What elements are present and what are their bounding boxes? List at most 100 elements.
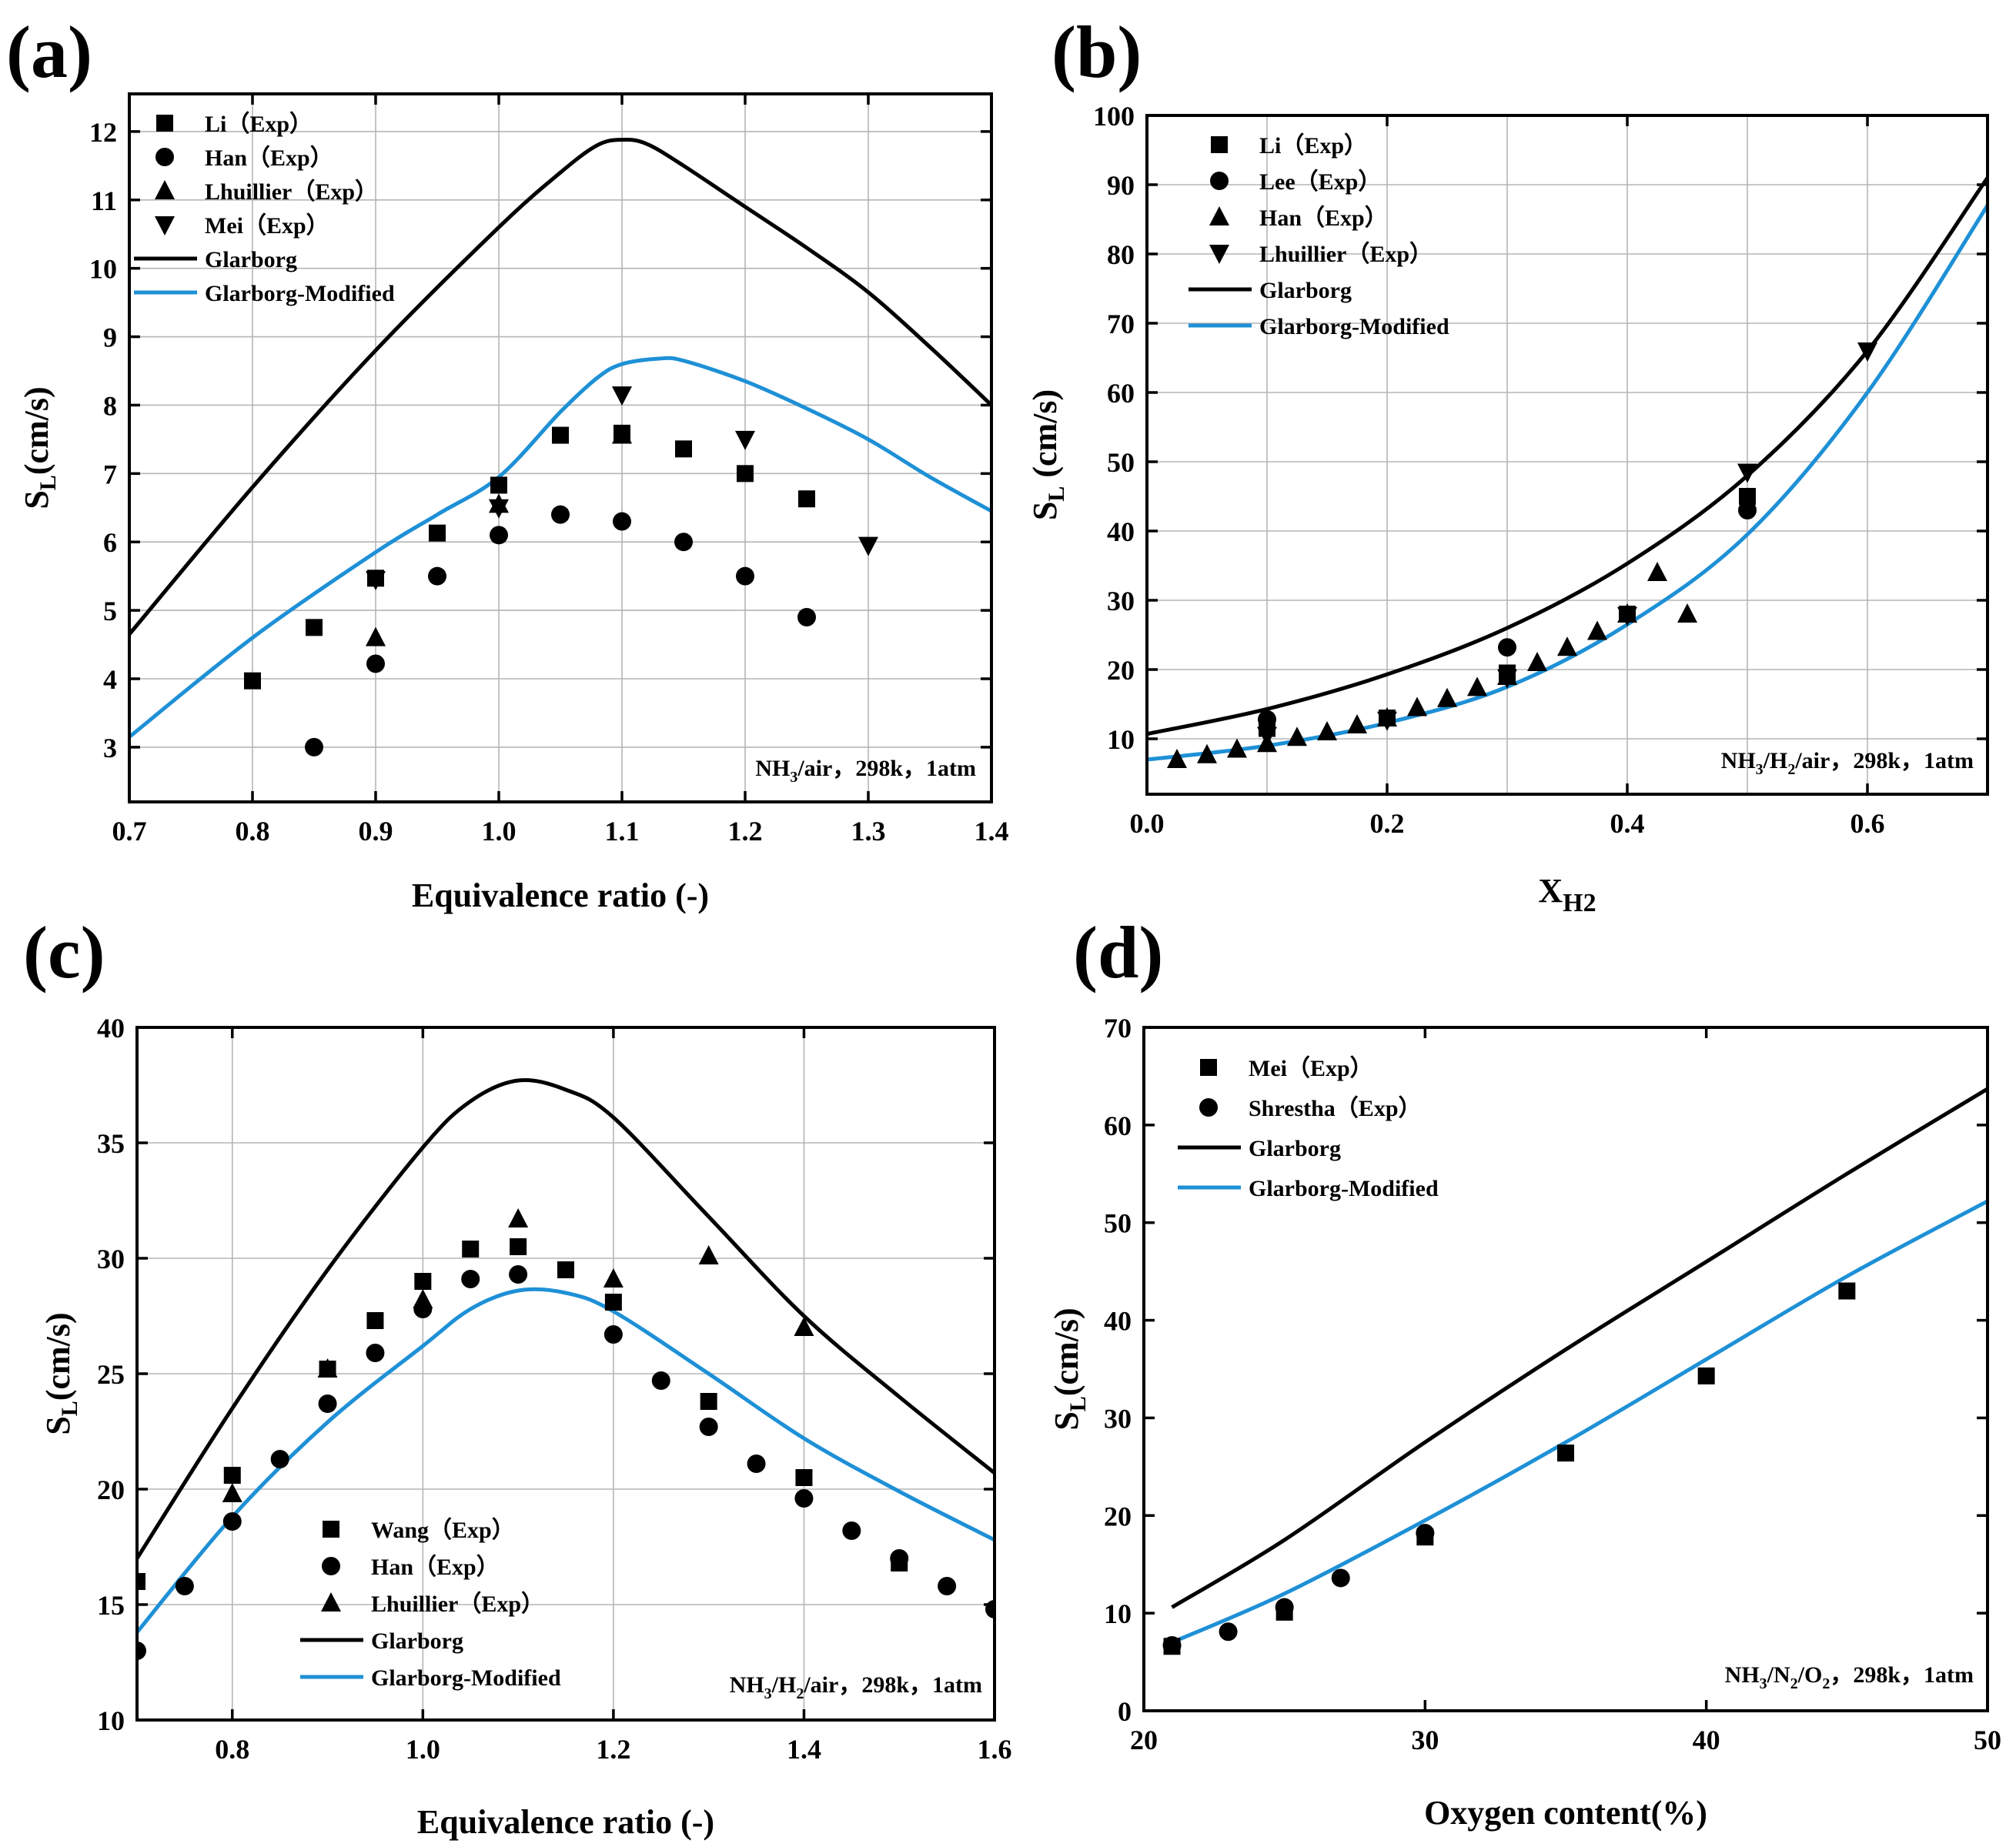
y-tick-label: 30	[97, 1244, 125, 1274]
x-tick-label: 1.4	[975, 816, 1009, 847]
series-line-glarborg-modified	[129, 356, 991, 739]
y-tick-label: 90	[1107, 170, 1135, 201]
y-tick-label: 60	[1104, 1111, 1132, 1141]
data-point	[1617, 606, 1637, 626]
data-point	[244, 672, 261, 690]
panel-label: (d)	[1073, 911, 1163, 994]
x-tick-label: 1.3	[851, 816, 886, 847]
chart-panel-d: (d) 20 30 40 50 0 10 20 30 40 50 60 70 Oxygen content…	[1048, 911, 2001, 1832]
x-axis-title: Oxygen content(%)	[1424, 1794, 1707, 1832]
legend-label: Mei（Exp）	[1249, 1055, 1373, 1081]
y-tick-label: 10	[89, 254, 117, 285]
y-tick-label: 100	[1093, 101, 1135, 132]
data-point	[736, 566, 754, 586]
legend-label: Glarborg	[1259, 278, 1352, 303]
series-markers	[222, 1208, 814, 1502]
chart-panel-b: (b) 0.0 0.2 0.4 0.6 10 20 30 40 50 60 70 80 90 100 XH2 S…	[1026, 11, 1989, 917]
data-point	[797, 608, 816, 626]
legend-label: Han（Exp）	[371, 1554, 500, 1580]
panel-label: (b)	[1051, 11, 1142, 93]
legend-label: Li（Exp）	[205, 111, 313, 137]
data-point	[509, 1265, 528, 1284]
data-point	[1527, 652, 1547, 671]
y-tick-label: 0	[1118, 1696, 1132, 1727]
condition-label: NH3/H2/air，298k，1atm	[730, 1672, 982, 1702]
data-point	[366, 571, 386, 591]
x-tick-label: 1.2	[596, 1734, 630, 1765]
x-axis-title: Equivalence ratio (-)	[412, 877, 709, 914]
data-point	[747, 1455, 766, 1473]
legend: Li（Exp） Han（Exp） Lhuillier（Exp） Mei（Exp） Gla…	[134, 111, 395, 306]
data-point	[1257, 726, 1277, 746]
legend: Li（Exp） Lee（Exp） Han（Exp） Lhuillier（Exp） Gla…	[1189, 132, 1449, 339]
x-tick-label: 40	[1693, 1725, 1720, 1755]
data-point	[675, 440, 692, 458]
series-markers	[1162, 1524, 1435, 1655]
legend-label: Lhuillier（Exp）	[1259, 241, 1433, 267]
series-markers	[1258, 501, 1757, 729]
data-point	[429, 524, 446, 542]
data-point	[798, 490, 815, 508]
data-point	[306, 619, 323, 636]
legend-label: Han（Exp）	[205, 145, 333, 171]
condition-label: NH3/N2/O2，298k，1atm	[1725, 1662, 1974, 1692]
data-point	[318, 1394, 337, 1413]
series-markers	[1257, 342, 1877, 746]
x-tick-label: 0.4	[1610, 808, 1645, 839]
legend-marker	[1199, 1098, 1218, 1117]
x-axis-title: Equivalence ratio (-)	[417, 1803, 714, 1841]
data-layer	[137, 1077, 995, 1660]
data-point	[1857, 342, 1877, 362]
x-tick-label: 1.0	[482, 816, 517, 847]
data-point	[674, 533, 693, 552]
data-point	[858, 536, 878, 556]
chart-panel-c: (c) 0.8 1.0 1.2 1.4 1.6 10 15 20 25 30 35 40 Equivale…	[23, 911, 1012, 1841]
y-tick-label: 30	[1104, 1403, 1132, 1434]
x-tick-label: 0.9	[359, 816, 393, 847]
data-point	[699, 1418, 718, 1436]
series-markers	[137, 1265, 995, 1660]
y-tick-label: 8	[103, 390, 117, 421]
data-point	[1557, 1445, 1574, 1462]
y-axis-title: SL(cm/s)	[1048, 1308, 1091, 1430]
x-tick-label: 0.6	[1851, 808, 1885, 839]
y-tick-label: 10	[1107, 724, 1135, 755]
data-point	[1437, 687, 1457, 707]
y-tick-label: 40	[97, 1013, 125, 1044]
data-point	[698, 1245, 719, 1264]
series-markers	[244, 424, 815, 690]
data-point	[317, 1358, 338, 1378]
data-point	[1377, 711, 1397, 731]
x-tick-label: 1.0	[406, 1734, 440, 1765]
legend-label: Glarborg-Modified	[1259, 314, 1449, 339]
legend-marker	[322, 1557, 340, 1575]
panel-label: (c)	[23, 911, 105, 994]
legend-label: Lee（Exp）	[1259, 169, 1381, 195]
grid-lines	[1147, 115, 1988, 794]
data-point	[1331, 1568, 1350, 1588]
panel-label: (a)	[6, 11, 92, 93]
data-point	[1227, 738, 1247, 758]
y-axis-title: SL (cm/s)	[1026, 389, 1069, 520]
x-tick-label: 1.2	[728, 816, 763, 847]
data-point	[137, 1642, 146, 1660]
data-point	[1275, 1598, 1294, 1617]
data-point	[366, 1344, 385, 1362]
axis-ticks	[1145, 114, 1988, 794]
data-point	[413, 1289, 433, 1308]
x-tick-label: 0.8	[236, 816, 270, 847]
data-point	[366, 1312, 384, 1329]
legend-label: Wang（Exp）	[371, 1517, 515, 1543]
data-point	[490, 526, 508, 545]
y-tick-label: 3	[103, 733, 117, 763]
legend-label: Li（Exp）	[1259, 132, 1367, 159]
condition-label: NH3/air，298k，1atm	[755, 756, 976, 786]
legend-marker	[155, 180, 175, 199]
plot-frame	[1142, 1026, 1989, 1712]
y-tick-label: 40	[1107, 516, 1135, 547]
data-point	[1838, 1282, 1856, 1300]
data-point	[795, 1469, 813, 1486]
legend: Mei（Exp） Shrestha（Exp） Glarborg Glarborg-Mo…	[1178, 1055, 1439, 1201]
legend-marker	[1200, 1059, 1217, 1076]
